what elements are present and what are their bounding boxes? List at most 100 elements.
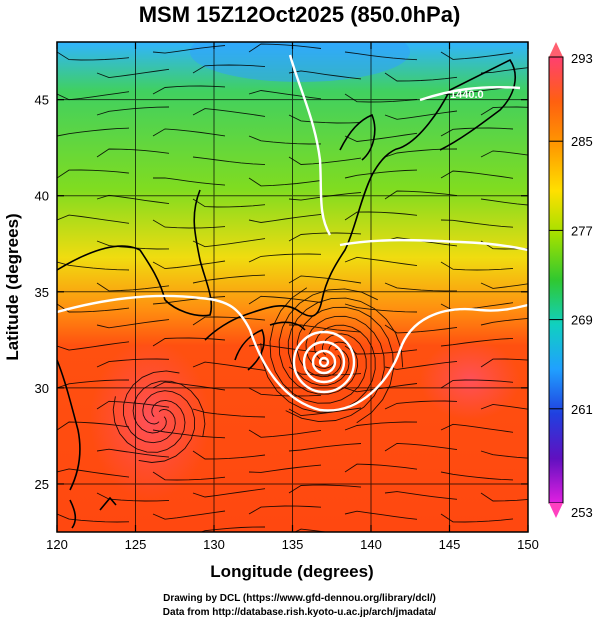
streamline (192, 488, 266, 498)
streamline (96, 148, 170, 158)
colorbar-scale (548, 56, 564, 504)
streamline (152, 177, 226, 186)
streamline (152, 128, 226, 137)
streamline (288, 114, 362, 124)
x-tick-label: 145 (439, 537, 461, 552)
streamline (344, 132, 418, 142)
streamline (344, 169, 418, 179)
streamline (480, 450, 528, 459)
streamline (152, 381, 226, 391)
streamline (248, 90, 322, 100)
streamline (152, 219, 226, 229)
colorbar: 293 285 277 269 261 253 (548, 42, 593, 520)
y-axis-title: Latitude (degrees) (3, 213, 22, 360)
cyclone-streamline (285, 315, 385, 423)
streamline (480, 358, 528, 368)
y-tick-label: 40 (35, 189, 49, 204)
streamline (480, 67, 528, 74)
credit-data-source: Data from http://database.rish.kyoto-u.a… (162, 607, 437, 618)
streamline (152, 85, 226, 95)
streamline (344, 463, 418, 473)
contour-line-1440 (419, 85, 521, 102)
eddy-streamline (132, 380, 206, 438)
streamline (96, 106, 170, 116)
streamline (288, 232, 362, 242)
streamline (248, 177, 322, 187)
colorbar-label: 285 (571, 134, 593, 149)
streamline (96, 319, 170, 329)
streamline (480, 198, 528, 206)
streamline (192, 108, 266, 117)
streamline (96, 358, 170, 368)
streamline (288, 366, 362, 376)
colorbar-label: 261 (571, 402, 593, 417)
streamline (248, 505, 322, 515)
streamline (96, 240, 170, 250)
streamline (288, 443, 362, 452)
cyclone-contour-center (318, 356, 330, 368)
kyushu-coast (234, 328, 265, 371)
colorbar-label: 277 (571, 223, 593, 238)
streamline (248, 43, 322, 53)
streamline (344, 211, 418, 221)
y-tick-label: 30 (35, 381, 49, 396)
streamline (384, 400, 458, 410)
x-tick-label: 120 (46, 537, 68, 552)
china-coast-east (57, 359, 81, 491)
honshu-coast-south (204, 147, 401, 341)
cyclone-contour-outer (292, 330, 356, 394)
streamline (248, 295, 322, 305)
streamline (288, 192, 362, 201)
hokkaido-coast (399, 58, 516, 151)
cyclone-contour-mid (302, 340, 346, 384)
streamline (440, 423, 514, 433)
coastlines (57, 58, 516, 529)
streamline (152, 510, 226, 520)
streamline (57, 127, 130, 137)
streamline (248, 213, 322, 223)
streamline (96, 492, 170, 502)
streamline (480, 106, 528, 116)
streamline (152, 429, 226, 439)
y-tick-label: 45 (35, 93, 49, 108)
streamline (344, 93, 418, 103)
colorbar-label: 269 (571, 313, 593, 328)
wind-streamlines (57, 43, 528, 532)
streamline (96, 68, 170, 79)
sakhalin-coast (339, 113, 376, 161)
colorbar-top-triangle (549, 42, 563, 57)
streamline (96, 194, 170, 205)
streamline (192, 316, 266, 326)
streamline (440, 513, 514, 523)
streamline (440, 86, 514, 96)
streamline (57, 513, 130, 523)
streamline (440, 471, 514, 481)
x-tick-label: 150 (517, 537, 539, 552)
contour-line-main (57, 294, 528, 412)
streamline (57, 421, 130, 431)
cyclone-streamline (269, 287, 367, 404)
streamline (288, 275, 362, 284)
streamline (57, 169, 130, 179)
cyclone-streamline (296, 306, 394, 424)
streamline (384, 360, 458, 370)
streamline (57, 468, 130, 478)
korea-coast-west (57, 245, 166, 301)
streamline (192, 361, 266, 371)
graticule (57, 42, 528, 532)
contour-line-north (339, 238, 528, 252)
x-axis: 120 125 130 135 140 145 150 (46, 42, 539, 552)
streamline (344, 383, 418, 393)
credit-drawing: Drawing by DCL (https://www.gfd-dennou.o… (163, 593, 436, 604)
streamline (480, 282, 528, 289)
streamline (152, 296, 226, 305)
streamline (384, 282, 458, 292)
contour-line-trough (288, 54, 332, 236)
streamline (57, 51, 130, 61)
streamline (192, 274, 266, 284)
shikoku-coast (269, 321, 306, 331)
streamline (440, 170, 514, 179)
streamline (96, 282, 170, 292)
streamline (57, 303, 130, 313)
